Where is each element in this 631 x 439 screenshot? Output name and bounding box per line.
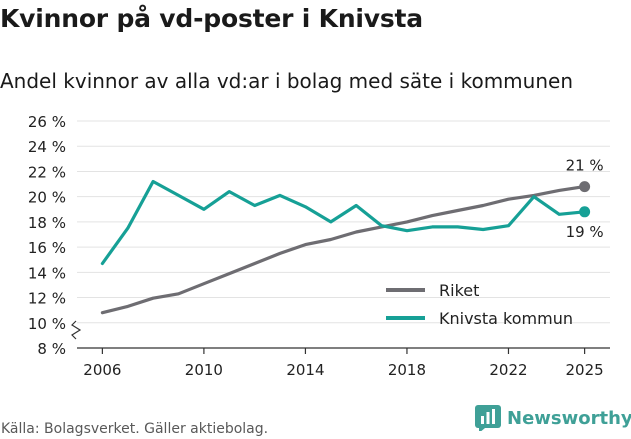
y-tick-label: 16 % (28, 239, 66, 257)
y-tick-label: 24 % (28, 138, 66, 156)
legend-label: Knivsta kommun (439, 309, 573, 328)
source-note: Källa: Bolagsverket. Gäller aktiebolag. (1, 421, 269, 437)
y-tick-label: 20 % (28, 189, 66, 207)
axes: 8 % 10 % 12 % 14 % 16 % 18 % 20 % 22 % 24 % 26 % 2… (28, 113, 610, 379)
line-chart: 8 % 10 % 12 % 14 % 16 % 18 % 20 % 22 % 24 % 26 % 2… (28, 113, 610, 379)
brand-logo[interactable]: Newsworthy (475, 405, 631, 431)
end-labels: 21 % 19 % (566, 157, 604, 241)
legend: Riket Knivsta kommun (386, 281, 573, 328)
y-tick-label: 10 % (28, 315, 66, 333)
series-end-label-0: 21 % (566, 157, 604, 175)
y-tick-label: 12 % (28, 290, 66, 308)
brand-name: Newsworthy (507, 407, 631, 429)
y-tick-label: 18 % (28, 214, 66, 232)
chart-subtitle: Andel kvinnor av alla vd:ar i bolag med … (0, 69, 573, 93)
y-tick-label: 22 % (28, 163, 66, 181)
series-end-point-1 (579, 206, 591, 218)
gridlines (77, 120, 610, 324)
series-line-1 (100, 179, 587, 266)
x-tick-label: 2006 (83, 361, 121, 379)
x-tick-label: 2022 (489, 361, 527, 379)
series-end-point-0 (579, 181, 591, 193)
series-end-label-1: 19 % (566, 223, 604, 241)
series-line-0 (100, 185, 587, 315)
x-tick-label: 2018 (388, 361, 426, 379)
chart-title: Kvinnor på vd-poster i Knivsta (0, 4, 423, 33)
y-tick-label: 26 % (28, 113, 66, 131)
x-tick-label: 2025 (566, 361, 604, 379)
legend-label: Riket (439, 281, 479, 300)
newsworthy-logo-icon (475, 405, 501, 431)
axis-break-icon (71, 320, 82, 340)
x-tick-label: 2014 (286, 361, 324, 379)
y-tick-label: 14 % (28, 264, 66, 282)
y-tick-label: 8 % (37, 340, 66, 358)
x-tick-label: 2010 (185, 361, 223, 379)
series (100, 179, 591, 315)
